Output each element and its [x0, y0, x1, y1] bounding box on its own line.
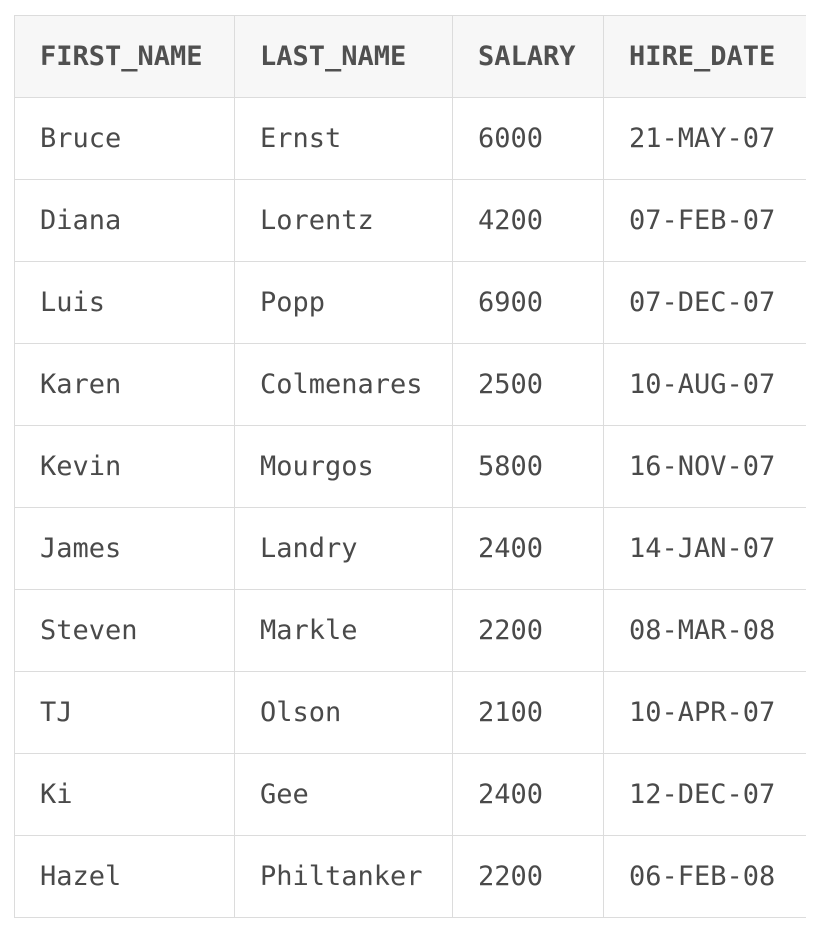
- cell-last-name: Landry: [234, 507, 453, 590]
- cell-hire-date: 16-NOV-07: [603, 425, 806, 508]
- cell-first-name: Karen: [14, 343, 235, 426]
- cell-salary: 2400: [452, 753, 604, 836]
- cell-first-name: Bruce: [14, 97, 235, 180]
- column-header-last-name: LAST_NAME: [234, 15, 453, 98]
- table-row: Ki Gee 2400 12-DEC-07: [14, 753, 806, 836]
- cell-hire-date: 10-AUG-07: [603, 343, 806, 426]
- table-row: Bruce Ernst 6000 21-MAY-07: [14, 97, 806, 180]
- cell-salary: 2200: [452, 835, 604, 918]
- cell-last-name: Markle: [234, 589, 453, 672]
- cell-first-name: Diana: [14, 179, 235, 262]
- cell-salary: 2400: [452, 507, 604, 590]
- cell-first-name: Hazel: [14, 835, 235, 918]
- cell-salary: 6900: [452, 261, 604, 344]
- cell-hire-date: 14-JAN-07: [603, 507, 806, 590]
- cell-hire-date: 08-MAR-08: [603, 589, 806, 672]
- cell-last-name: Gee: [234, 753, 453, 836]
- column-header-hire-date: HIRE_DATE: [603, 15, 806, 98]
- cell-salary: 5800: [452, 425, 604, 508]
- cell-hire-date: 07-FEB-07: [603, 179, 806, 262]
- cell-hire-date: 21-MAY-07: [603, 97, 806, 180]
- results-table-container: FIRST_NAME LAST_NAME SALARY HIRE_DATE Br…: [14, 15, 806, 932]
- cell-last-name: Colmenares: [234, 343, 453, 426]
- table-row: Diana Lorentz 4200 07-FEB-07: [14, 179, 806, 262]
- cell-hire-date: 06-FEB-08: [603, 835, 806, 918]
- cell-hire-date: 12-DEC-07: [603, 753, 806, 836]
- cell-hire-date: 10-APR-07: [603, 671, 806, 754]
- table-row: Luis Popp 6900 07-DEC-07: [14, 261, 806, 344]
- cell-last-name: Popp: [234, 261, 453, 344]
- cell-first-name: Ki: [14, 753, 235, 836]
- header-row: FIRST_NAME LAST_NAME SALARY HIRE_DATE: [14, 15, 806, 98]
- cell-salary: 2500: [452, 343, 604, 426]
- table-row: Karen Colmenares 2500 10-AUG-07: [14, 343, 806, 426]
- table-row: Steven Markle 2200 08-MAR-08: [14, 589, 806, 672]
- cell-first-name: Kevin: [14, 425, 235, 508]
- cell-last-name: Mourgos: [234, 425, 453, 508]
- cell-salary: 2200: [452, 589, 604, 672]
- cell-first-name: James: [14, 507, 235, 590]
- cell-last-name: Philtanker: [234, 835, 453, 918]
- cell-salary: 4200: [452, 179, 604, 262]
- cell-first-name: Steven: [14, 589, 235, 672]
- results-table: FIRST_NAME LAST_NAME SALARY HIRE_DATE Br…: [14, 15, 806, 918]
- cell-salary: 6000: [452, 97, 604, 180]
- table-row: Kevin Mourgos 5800 16-NOV-07: [14, 425, 806, 508]
- cell-last-name: Olson: [234, 671, 453, 754]
- cell-salary: 2100: [452, 671, 604, 754]
- column-header-salary: SALARY: [452, 15, 604, 98]
- cell-hire-date: 07-DEC-07: [603, 261, 806, 344]
- column-header-first-name: FIRST_NAME: [14, 15, 235, 98]
- cell-first-name: TJ: [14, 671, 235, 754]
- cell-first-name: Luis: [14, 261, 235, 344]
- table-row: TJ Olson 2100 10-APR-07: [14, 671, 806, 754]
- table-row: James Landry 2400 14-JAN-07: [14, 507, 806, 590]
- cell-last-name: Lorentz: [234, 179, 453, 262]
- table-row: Hazel Philtanker 2200 06-FEB-08: [14, 835, 806, 918]
- cell-last-name: Ernst: [234, 97, 453, 180]
